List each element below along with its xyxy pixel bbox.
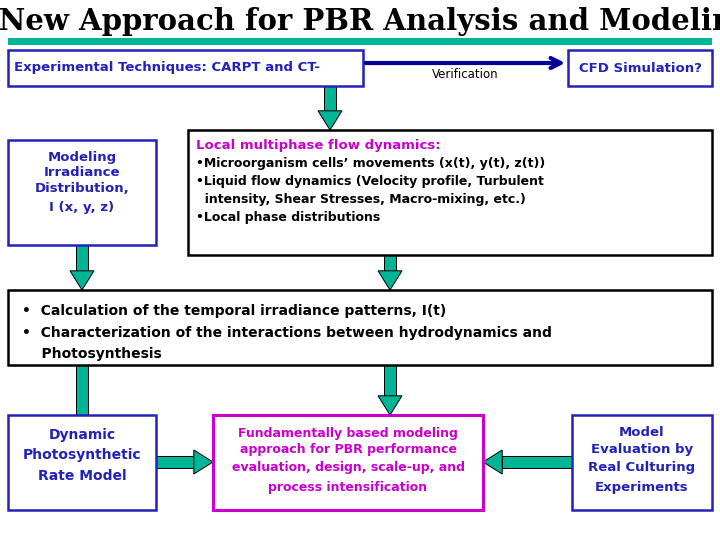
Text: Model: Model xyxy=(619,427,665,440)
Text: Local multiphase flow dynamics:: Local multiphase flow dynamics: xyxy=(196,138,441,152)
Polygon shape xyxy=(194,450,213,474)
Text: Rate Model: Rate Model xyxy=(37,469,126,483)
Polygon shape xyxy=(384,255,396,271)
Text: Verification: Verification xyxy=(432,69,498,82)
Text: •  Calculation of the temporal irradiance patterns, I(t): • Calculation of the temporal irradiance… xyxy=(22,304,446,318)
Text: Real Culturing: Real Culturing xyxy=(588,462,696,475)
Text: Fundamentally based modeling: Fundamentally based modeling xyxy=(238,427,458,440)
Text: A New Approach for PBR Analysis and Modeling: A New Approach for PBR Analysis and Mode… xyxy=(0,8,720,37)
Polygon shape xyxy=(156,456,194,468)
Text: Distribution,: Distribution, xyxy=(35,183,130,195)
FancyBboxPatch shape xyxy=(572,415,712,510)
Text: •  Characterization of the interactions between hydrodynamics and: • Characterization of the interactions b… xyxy=(22,326,552,340)
Text: Irradiance: Irradiance xyxy=(44,166,120,179)
Polygon shape xyxy=(76,365,88,434)
Polygon shape xyxy=(378,396,402,415)
Text: process intensification: process intensification xyxy=(269,481,428,494)
Text: CFD Simulation?: CFD Simulation? xyxy=(579,62,701,75)
Text: evaluation, design, scale-up, and: evaluation, design, scale-up, and xyxy=(232,462,464,475)
Polygon shape xyxy=(602,69,614,86)
FancyBboxPatch shape xyxy=(8,50,363,86)
Text: intensity, Shear Stresses, Macro-mixing, etc.): intensity, Shear Stresses, Macro-mixing,… xyxy=(196,192,526,206)
Polygon shape xyxy=(318,111,342,130)
Polygon shape xyxy=(76,245,88,271)
Text: •Liquid flow dynamics (Velocity profile, Turbulent: •Liquid flow dynamics (Velocity profile,… xyxy=(196,174,544,187)
Text: Photosynthesis: Photosynthesis xyxy=(22,347,162,361)
FancyBboxPatch shape xyxy=(8,140,156,245)
Text: •Microorganism cells’ movements (x(t), y(t), z(t)): •Microorganism cells’ movements (x(t), y… xyxy=(196,157,545,170)
Text: Dynamic: Dynamic xyxy=(48,428,116,442)
Text: Experimental Techniques: CARPT and CT-: Experimental Techniques: CARPT and CT- xyxy=(14,62,320,75)
Polygon shape xyxy=(324,86,336,111)
Polygon shape xyxy=(596,50,620,69)
Text: Modeling: Modeling xyxy=(48,151,117,164)
Polygon shape xyxy=(503,456,572,468)
Polygon shape xyxy=(378,271,402,290)
FancyBboxPatch shape xyxy=(8,290,712,365)
FancyBboxPatch shape xyxy=(8,415,156,510)
Bar xyxy=(8,38,712,45)
Polygon shape xyxy=(384,365,396,396)
Polygon shape xyxy=(70,415,94,434)
FancyBboxPatch shape xyxy=(188,130,712,255)
FancyBboxPatch shape xyxy=(213,415,483,510)
Text: I (x, y, z): I (x, y, z) xyxy=(50,201,114,214)
Text: approach for PBR performance: approach for PBR performance xyxy=(240,443,456,456)
Text: •Local phase distributions: •Local phase distributions xyxy=(196,211,380,224)
Text: Experiments: Experiments xyxy=(595,481,689,494)
Text: Photosynthetic: Photosynthetic xyxy=(23,448,141,462)
Polygon shape xyxy=(483,450,503,474)
Polygon shape xyxy=(70,271,94,290)
Text: Evaluation by: Evaluation by xyxy=(591,443,693,456)
FancyBboxPatch shape xyxy=(568,50,712,86)
